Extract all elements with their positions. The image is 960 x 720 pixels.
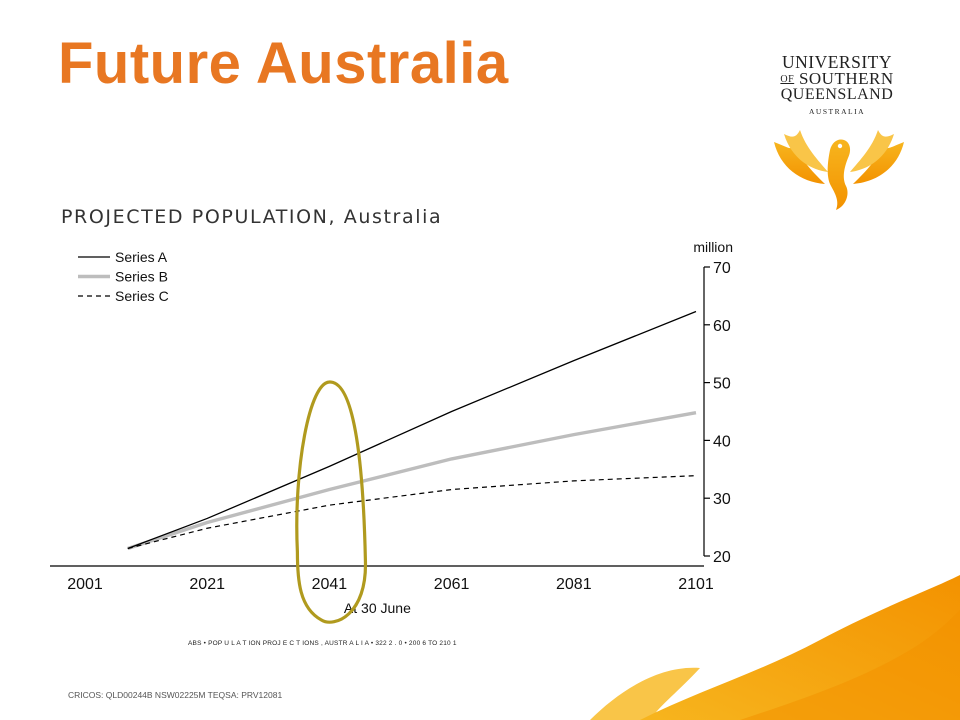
x-tick-label-2001: 2001 [67,576,103,593]
logo-of: OF [780,74,795,85]
series-line-series-b [127,410,697,551]
logo-line-queensland: QUEENSLAND [780,86,894,103]
y-tick-label-20: 20 [713,549,731,566]
legend-label-2: Series B [115,269,168,285]
y-tick-label-30: 30 [713,491,731,508]
highlight-ellipse [295,380,368,624]
footer-registration: CRICOS: QLD00244B NSW02225M TEQSA: PRV12… [68,690,283,700]
y-tick-label-60: 60 [713,318,731,335]
x-tick-label-2081: 2081 [556,576,592,593]
x-tick-label-2101: 2101 [678,576,714,593]
y-tick-label-50: 50 [713,376,731,393]
series-line-series-a [127,310,697,550]
legend-label-1: Series A [115,249,168,265]
series-line-series-c [127,475,697,550]
logo-line-australia: AUSTRALIA [809,107,865,116]
slide-title: Future Australia [58,31,509,96]
logo-line-university: UNIVERSITY [782,52,892,72]
y-tick-label-70: 70 [713,260,731,277]
y-tick-label-40: 40 [713,433,731,450]
y-axis-unit-label: million [693,239,733,255]
x-tick-label-2061: 2061 [434,576,470,593]
chart-title: PROJECTED POPULATION, Australia [61,206,443,228]
x-tick-label-2021: 2021 [189,576,225,593]
source-note: ABS • POP U L A T ION PROJ E C T IONS , … [188,640,457,647]
x-axis-label: At 30 June [344,600,411,616]
logo-line-southern: OF SOUTHERN [770,69,904,89]
legend-label-3: Series C [115,288,169,304]
phoenix-icon [774,130,904,210]
logo-southern: SOUTHERN [798,69,894,88]
x-tick-label-2041: 2041 [312,576,348,593]
university-logo: UNIVERSITY OF SOUTHERN QUEENSLAND AUSTRA… [770,52,910,214]
